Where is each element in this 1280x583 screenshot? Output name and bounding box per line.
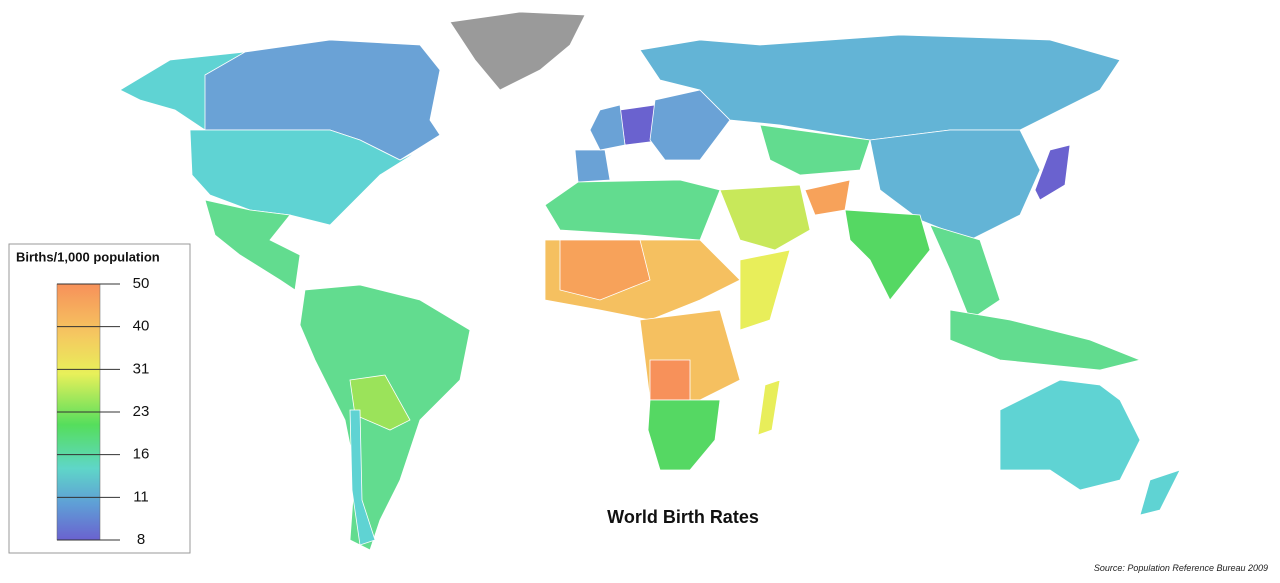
legend-tick-label: 11: [133, 488, 149, 505]
legend-tick-label: 40: [133, 318, 150, 335]
source-note: Source: Population Reference Bureau 2009: [1094, 563, 1268, 573]
legend-tick-label: 50: [133, 275, 150, 292]
legend-tick-label: 16: [133, 446, 150, 463]
legend-tick-label: 31: [133, 360, 150, 377]
legend: Births/1,000 population 50 40 31 23 16 11 8: [8, 243, 191, 554]
world-map: [119, 11, 1181, 551]
map-title: World Birth Rates: [607, 507, 759, 527]
legend-tick-label: 23: [133, 403, 150, 420]
legend-title: Births/1,000 population: [16, 249, 160, 264]
legend-tick-label: 8: [137, 531, 145, 548]
